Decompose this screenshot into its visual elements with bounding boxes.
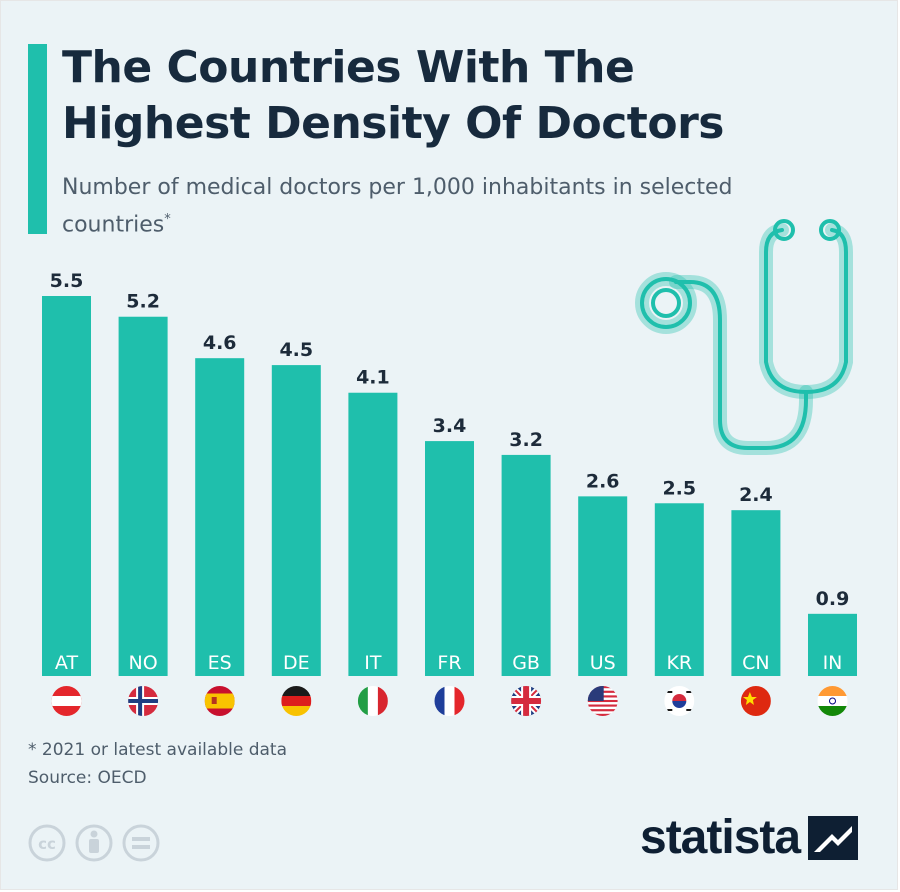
subtitle-footnote-mark: *: [164, 212, 171, 227]
bar-us: [578, 496, 628, 676]
value-label-it: 4.1: [356, 367, 390, 389]
value-label-de: 4.5: [279, 339, 313, 361]
south-korea-flag: [664, 686, 695, 716]
value-label-no: 5.2: [126, 291, 160, 313]
bar-no: [118, 316, 168, 676]
bar-it: [348, 392, 398, 676]
statista-logo-mark-icon: [808, 815, 859, 860]
category-label-at: AT: [55, 652, 79, 674]
value-label-cn: 2.4: [739, 484, 773, 506]
category-label-no: NO: [129, 652, 158, 674]
category-label-cn: CN: [742, 652, 769, 674]
value-label-us: 2.6: [586, 470, 620, 492]
category-label-us: US: [590, 652, 616, 674]
bar-cn: [731, 510, 781, 676]
spain-flag: [204, 686, 235, 716]
statista-logo: statista: [640, 810, 859, 865]
germany-flag: [281, 686, 312, 716]
value-label-in: 0.9: [816, 588, 850, 610]
china-flag: [740, 686, 771, 716]
bar-de: [271, 365, 321, 676]
value-label-at: 5.5: [50, 270, 84, 292]
no-derivatives-icon: [122, 824, 160, 862]
chart-title: The Countries With The Highest Density O…: [62, 42, 724, 149]
attribution-icon: [75, 824, 113, 862]
bar-kr: [654, 503, 704, 676]
italy-flag: [357, 686, 388, 716]
category-label-it: IT: [364, 652, 382, 674]
source-text: Source: OECD: [28, 768, 147, 788]
stethoscope-icon: [635, 219, 853, 455]
logo-text: statista: [640, 811, 801, 864]
category-label-gb: GB: [512, 652, 540, 674]
austria-flag: [51, 686, 82, 716]
svg-text:cc: cc: [38, 835, 56, 853]
bar-at: [42, 296, 91, 676]
value-label-es: 4.6: [203, 332, 237, 354]
uk-flag: [511, 686, 542, 716]
license-icons: cc: [28, 824, 160, 862]
category-label-es: ES: [208, 652, 232, 674]
value-label-fr: 3.4: [433, 415, 467, 437]
bars-group: 5.5 AT 5.2 NO 4.6 ES 4.5 DE 4.1 IT 3.4 FR 3.2 GB 2.6 US…: [42, 270, 857, 676]
cc-icon: cc: [28, 824, 66, 862]
usa-flag: [587, 686, 618, 716]
category-label-in: IN: [823, 652, 843, 674]
value-label-kr: 2.5: [662, 477, 696, 499]
india-flag: [817, 686, 848, 716]
subtitle-text: Number of medical doctors per 1,000 inha…: [62, 175, 733, 238]
category-label-kr: KR: [666, 652, 692, 674]
category-label-de: DE: [283, 652, 310, 674]
value-label-gb: 3.2: [509, 429, 543, 451]
title-accent-bar: [28, 44, 47, 234]
norway-flag: [128, 686, 159, 716]
bar-fr: [425, 441, 474, 676]
chart-subtitle: Number of medical doctors per 1,000 inha…: [62, 172, 762, 241]
france-flag: [434, 686, 465, 716]
category-label-fr: FR: [437, 652, 461, 674]
footnote-text: * 2021 or latest available data: [28, 740, 287, 760]
footnote-block: * 2021 or latest available data Source: …: [28, 736, 287, 792]
bar-in: [808, 613, 857, 676]
bar-es: [195, 358, 245, 676]
bar-gb: [501, 454, 551, 676]
flags-group: [51, 686, 848, 716]
